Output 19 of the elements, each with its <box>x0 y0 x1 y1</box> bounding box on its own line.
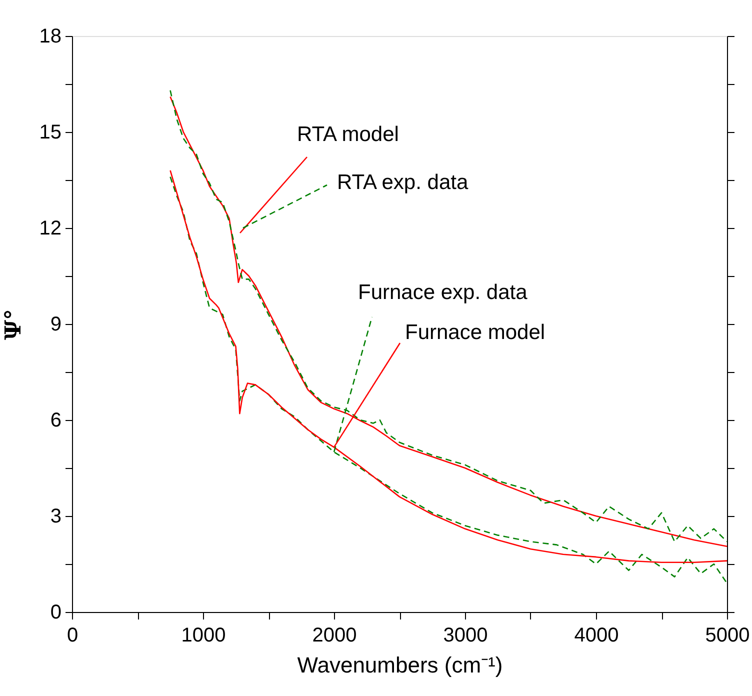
annotation: Furnace model <box>405 321 546 344</box>
x-tick-label: 4000 <box>574 624 619 646</box>
x-axis-title: Wavenumbers (cm⁻¹) <box>297 652 503 678</box>
y-tick-label: 9 <box>50 314 62 336</box>
x-tick-label: 2000 <box>312 624 357 646</box>
y-tick-label: 3 <box>50 506 62 528</box>
x-tick-label: 5000 <box>705 624 750 646</box>
annotation: Furnace exp. data <box>358 281 528 304</box>
y-tick-label: 0 <box>50 602 62 624</box>
annotation: RTA model <box>297 123 399 146</box>
x-tick-label: 3000 <box>443 624 488 646</box>
x-tick-label: 1000 <box>181 624 226 646</box>
y-tick-label: 18 <box>39 26 62 48</box>
y-tick-label: 12 <box>39 218 62 240</box>
y-tick-label: 15 <box>39 122 62 144</box>
y-tick-label: 6 <box>50 410 62 432</box>
annotation: RTA exp. data <box>337 171 468 194</box>
x-tick-label: 0 <box>66 624 78 646</box>
y-axis-title: Ψ° <box>0 308 26 340</box>
